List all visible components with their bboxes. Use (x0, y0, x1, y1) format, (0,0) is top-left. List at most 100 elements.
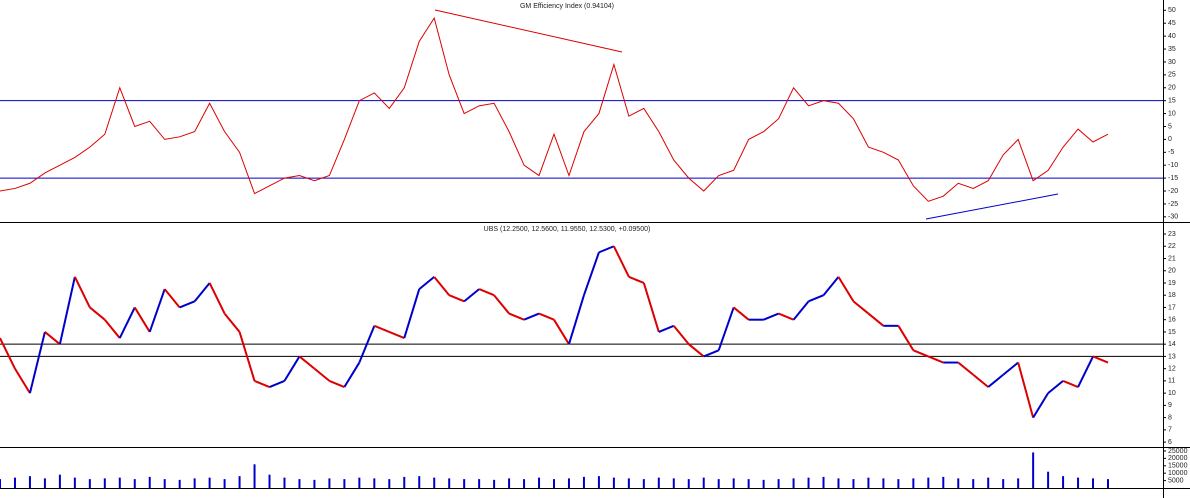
volume-bar (1092, 478, 1095, 488)
y-tick-label: -25 (1168, 201, 1178, 208)
y-tick-label: 8 (1168, 414, 1172, 421)
y-tick-label: 15 (1168, 329, 1176, 336)
volume-bar (837, 478, 840, 488)
y-tick-label: 11 (1168, 378, 1175, 385)
volume-bar (1017, 478, 1020, 488)
price-segment (837, 276, 855, 302)
y-tick-label: 22 (1168, 243, 1176, 250)
y-tick-label: 35 (1168, 46, 1176, 53)
volume-bar (403, 476, 406, 488)
price-segment (568, 294, 585, 345)
volume-bar (777, 479, 780, 488)
price-segment (972, 374, 989, 388)
volume-bar (672, 478, 675, 488)
volume-bar (58, 474, 61, 488)
price-segment (1092, 355, 1109, 364)
volume-bar (972, 479, 975, 488)
price-segment (403, 288, 421, 339)
price-segment (329, 379, 345, 388)
y-tick-label: 21 (1168, 255, 1176, 262)
price-segment (658, 324, 675, 333)
price-segment (717, 307, 735, 351)
volume-bar (807, 477, 810, 488)
volume-bar (822, 476, 825, 488)
y-tick-label: 18 (1168, 292, 1176, 299)
volume-bar (1107, 479, 1109, 488)
price-segment (703, 349, 720, 358)
price-segment (0, 337, 16, 370)
volume-bar (657, 477, 660, 488)
price-segment (14, 368, 31, 394)
volume-bar (73, 477, 76, 488)
volume-bar (178, 479, 181, 488)
price-segment (778, 312, 794, 321)
price-segment (763, 312, 779, 321)
price-segment (1017, 362, 1035, 418)
price-segment (897, 325, 915, 351)
price-segment (733, 306, 750, 321)
volume-bar (358, 477, 361, 488)
y-tick-label: 20000 (1168, 455, 1188, 462)
price-segment (1062, 379, 1079, 388)
series-line (0, 16, 1109, 202)
volume-bar (942, 476, 945, 488)
price-segment (493, 294, 510, 315)
y-tick-label: 20 (1168, 85, 1176, 92)
price-segment (148, 288, 166, 333)
volume-bar (732, 478, 735, 488)
volume-bar (163, 479, 166, 488)
y-tick-label: 10 (1168, 390, 1176, 397)
volume-bar (283, 477, 286, 488)
volume-bar (328, 478, 331, 488)
price-segment (208, 282, 226, 315)
trendline (434, 9, 623, 53)
volume-bar (612, 477, 615, 488)
y-tick-label: 17 (1168, 304, 1176, 311)
y-tick-label: 23 (1168, 231, 1176, 238)
price-segment (254, 379, 270, 388)
y-tick-label: 30 (1168, 59, 1176, 66)
volume-bar (642, 479, 645, 488)
y-tick-label: 10 (1168, 110, 1176, 117)
pane-title: GM Efficiency Index (0.94104) (520, 3, 614, 10)
y-tick-label: -20 (1168, 188, 1178, 195)
price-segment (133, 306, 151, 333)
volume-bar (927, 477, 930, 488)
y-tick-label: 5 (1168, 123, 1172, 130)
volume-bar (133, 479, 136, 488)
volume-bar (597, 476, 600, 488)
price-segment (298, 355, 316, 370)
price-segment (73, 276, 91, 308)
price-segment (1077, 355, 1094, 388)
volume-bar (418, 476, 421, 488)
y-tick-label: 19 (1168, 280, 1176, 287)
y-tick-label: -5 (1168, 149, 1174, 156)
volume-bar (28, 476, 31, 488)
volume-bar (582, 476, 585, 488)
y-tick-label: -15 (1168, 175, 1178, 182)
price-segment (1047, 380, 1064, 394)
volume-bar (298, 479, 301, 488)
volume-bar (118, 477, 121, 488)
price-segment (313, 367, 331, 382)
price-segment (358, 325, 376, 363)
volume-bar (687, 479, 690, 488)
volume-bar (717, 479, 720, 488)
volume-bar (957, 478, 960, 488)
volume-bar (882, 478, 885, 488)
volume-bar (987, 477, 990, 488)
price-segment (987, 374, 1004, 388)
volume-bar (627, 478, 630, 488)
y-tick-label: 25 (1168, 72, 1176, 79)
price-segment (433, 276, 450, 296)
y-tick-label: -30 (1168, 214, 1178, 221)
y-tick-label: 15000 (1168, 463, 1188, 470)
volume-bar (148, 476, 151, 488)
price-segment (688, 343, 705, 358)
price-segment (808, 294, 824, 303)
volume-bar (0, 479, 1, 488)
volume-bar (852, 479, 855, 488)
volume-bar (747, 479, 750, 488)
y-tick-label: 45 (1168, 20, 1176, 27)
